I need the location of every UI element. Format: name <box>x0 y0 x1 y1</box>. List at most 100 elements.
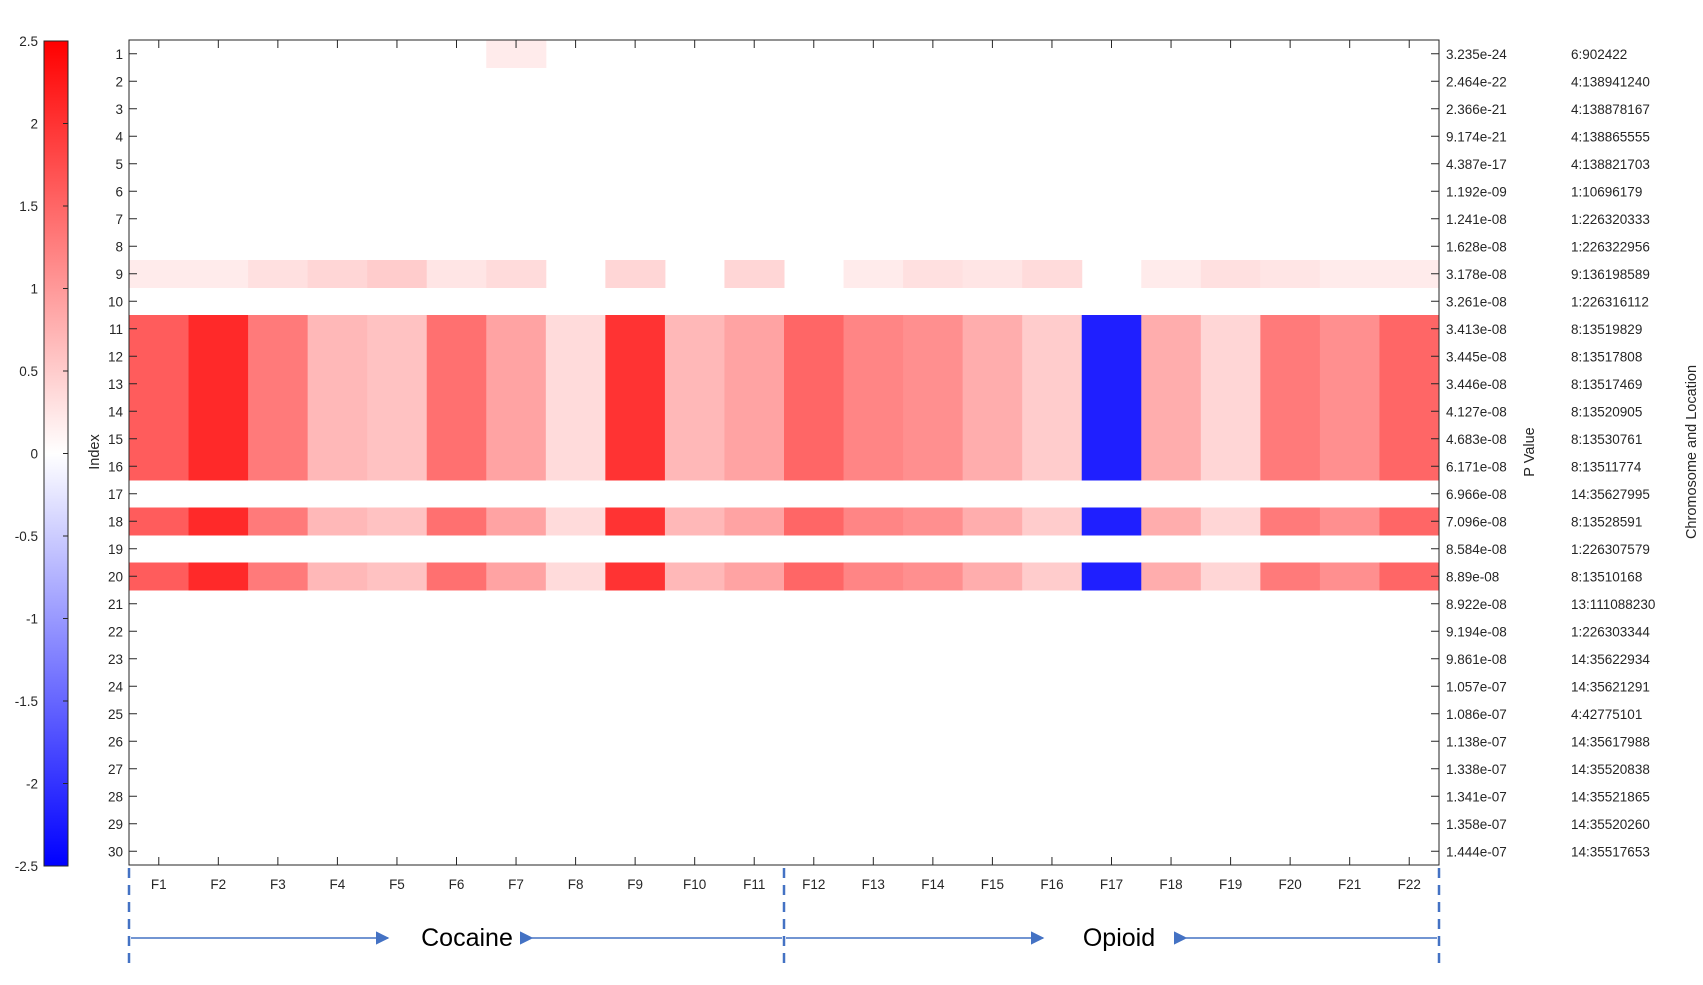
y-tick-label: 5 <box>115 157 123 172</box>
location-label: 1:226307579 <box>1571 542 1650 557</box>
heatmap-cell <box>1319 507 1380 536</box>
heatmap-cell <box>962 342 1023 371</box>
y-tick-label: 4 <box>115 129 123 144</box>
plot-area: F1 F2 F3 F4 F5 F6 F7 F8 F9 F10 F11 F12 F13 F14 F15 F16 F… <box>108 39 1655 892</box>
p-value-label: 9.174e-21 <box>1446 129 1507 144</box>
y-tick-label: 3 <box>115 102 123 117</box>
x-tick-label: F7 <box>508 877 524 892</box>
heatmap-cell <box>188 397 249 426</box>
heatmap-cell <box>962 397 1023 426</box>
x-tick-label: F10 <box>683 877 706 892</box>
heatmap-cell <box>1379 370 1440 398</box>
heatmap-cell <box>1141 425 1202 453</box>
location-axis-title: Chromosome and Location <box>1684 365 1700 539</box>
heatmap-cell <box>188 342 249 371</box>
x-tick-label: F17 <box>1100 877 1123 892</box>
heatmap-cell <box>605 260 666 288</box>
heatmap-cell <box>664 342 725 371</box>
heatmap-cell <box>426 562 487 591</box>
x-tick-label: F5 <box>389 877 405 892</box>
location-label: 8:13510168 <box>1571 569 1642 584</box>
heatmap-cell <box>843 260 904 288</box>
x-tick-label: F15 <box>981 877 1004 892</box>
heatmap-cell <box>1260 397 1321 426</box>
plot-frame <box>128 39 1440 866</box>
heatmap-cell <box>962 452 1023 481</box>
location-label: 4:138821703 <box>1571 157 1650 172</box>
heatmap-cell <box>188 507 249 536</box>
location-label: 1:226322956 <box>1571 239 1650 254</box>
colorbar-tick-label: -0.5 <box>15 529 38 544</box>
y-tick-label: 23 <box>108 652 123 667</box>
heatmap-cell <box>903 507 964 536</box>
heatmap-cell <box>1141 370 1202 398</box>
heatmap-cell <box>1141 260 1202 288</box>
colorbar-tick-label: 2 <box>30 117 38 132</box>
x-axis-ticks: F1 F2 F3 F4 F5 F6 F7 F8 F9 F10 F11 F12 F13 F14 F15 F16 F… <box>151 40 1421 892</box>
y-tick-label: 15 <box>108 432 123 447</box>
heatmap-cell <box>784 562 845 591</box>
heatmap-cell <box>307 562 368 591</box>
heatmap-cell <box>664 562 725 591</box>
heatmap-cell <box>1141 397 1202 426</box>
heatmap-cell <box>1379 260 1440 288</box>
heatmap-cell <box>367 315 428 343</box>
heatmap-cell <box>843 452 904 481</box>
heatmap-cell <box>962 315 1023 343</box>
heatmap-cell <box>1319 370 1380 398</box>
location-label: 1:226316112 <box>1571 294 1649 309</box>
heatmap-cell <box>605 452 666 481</box>
heatmap-cell <box>426 397 487 426</box>
x-tick-label: F21 <box>1338 877 1361 892</box>
y-tick-label: 27 <box>108 762 123 777</box>
heatmap-cell <box>426 260 487 288</box>
heatmap-cell <box>1200 452 1261 481</box>
heatmap-cell <box>843 562 904 591</box>
heatmap-cell <box>605 370 666 398</box>
colorbar-tick-label: -1.5 <box>15 694 38 709</box>
heatmap-cell <box>1141 342 1202 371</box>
heatmap-cell <box>1141 507 1202 536</box>
heatmap-cell <box>188 315 249 343</box>
heatmap-cell <box>843 370 904 398</box>
heatmap-cell <box>545 425 606 453</box>
heatmap-cell <box>367 425 428 453</box>
colorbar-tick-label: 0.5 <box>19 364 38 379</box>
heatmap-cell <box>1081 452 1142 481</box>
location-label: 4:138941240 <box>1571 74 1650 89</box>
p-value-label: 4.387e-17 <box>1446 157 1507 172</box>
p-value-label: 1.338e-07 <box>1446 762 1507 777</box>
location-label: 14:35621291 <box>1571 679 1650 694</box>
heatmap-cell <box>188 562 249 591</box>
heatmap-cell <box>307 260 368 288</box>
heatmap-cell <box>1022 315 1083 343</box>
heatmap-cell <box>1379 315 1440 343</box>
y-tick-label: 11 <box>109 322 123 337</box>
y-tick-label: 6 <box>115 184 123 199</box>
heatmap-cell <box>1260 315 1321 343</box>
heatmap-cell <box>129 260 190 288</box>
heatmap-cell <box>129 425 190 453</box>
heatmap-cell <box>1260 342 1321 371</box>
heatmap-cell <box>248 425 309 453</box>
heatmap-cell <box>129 562 190 591</box>
p-value-label: 4.127e-08 <box>1446 404 1507 419</box>
colorbar-tick-label: 2.5 <box>19 34 38 49</box>
heatmap-cell <box>1081 562 1142 591</box>
heatmap-cell <box>605 507 666 536</box>
location-label: 8:13519829 <box>1571 322 1642 337</box>
heatmap-cell <box>426 425 487 453</box>
heatmap-cell <box>307 425 368 453</box>
heatmap-cell <box>843 397 904 426</box>
colorbar-tick-label: 0 <box>30 447 38 462</box>
heatmap-cell <box>724 260 785 288</box>
y-tick-label: 18 <box>108 514 123 529</box>
heatmap-cell <box>188 370 249 398</box>
p-value-label: 9.861e-08 <box>1446 652 1507 667</box>
heatmap-cell <box>248 315 309 343</box>
heatmap-cell <box>248 260 309 288</box>
location-label: 6:902422 <box>1571 47 1627 62</box>
p-value-label: 4.683e-08 <box>1446 432 1507 447</box>
heatmap-cell <box>248 342 309 371</box>
heatmap-cell <box>1081 315 1142 343</box>
